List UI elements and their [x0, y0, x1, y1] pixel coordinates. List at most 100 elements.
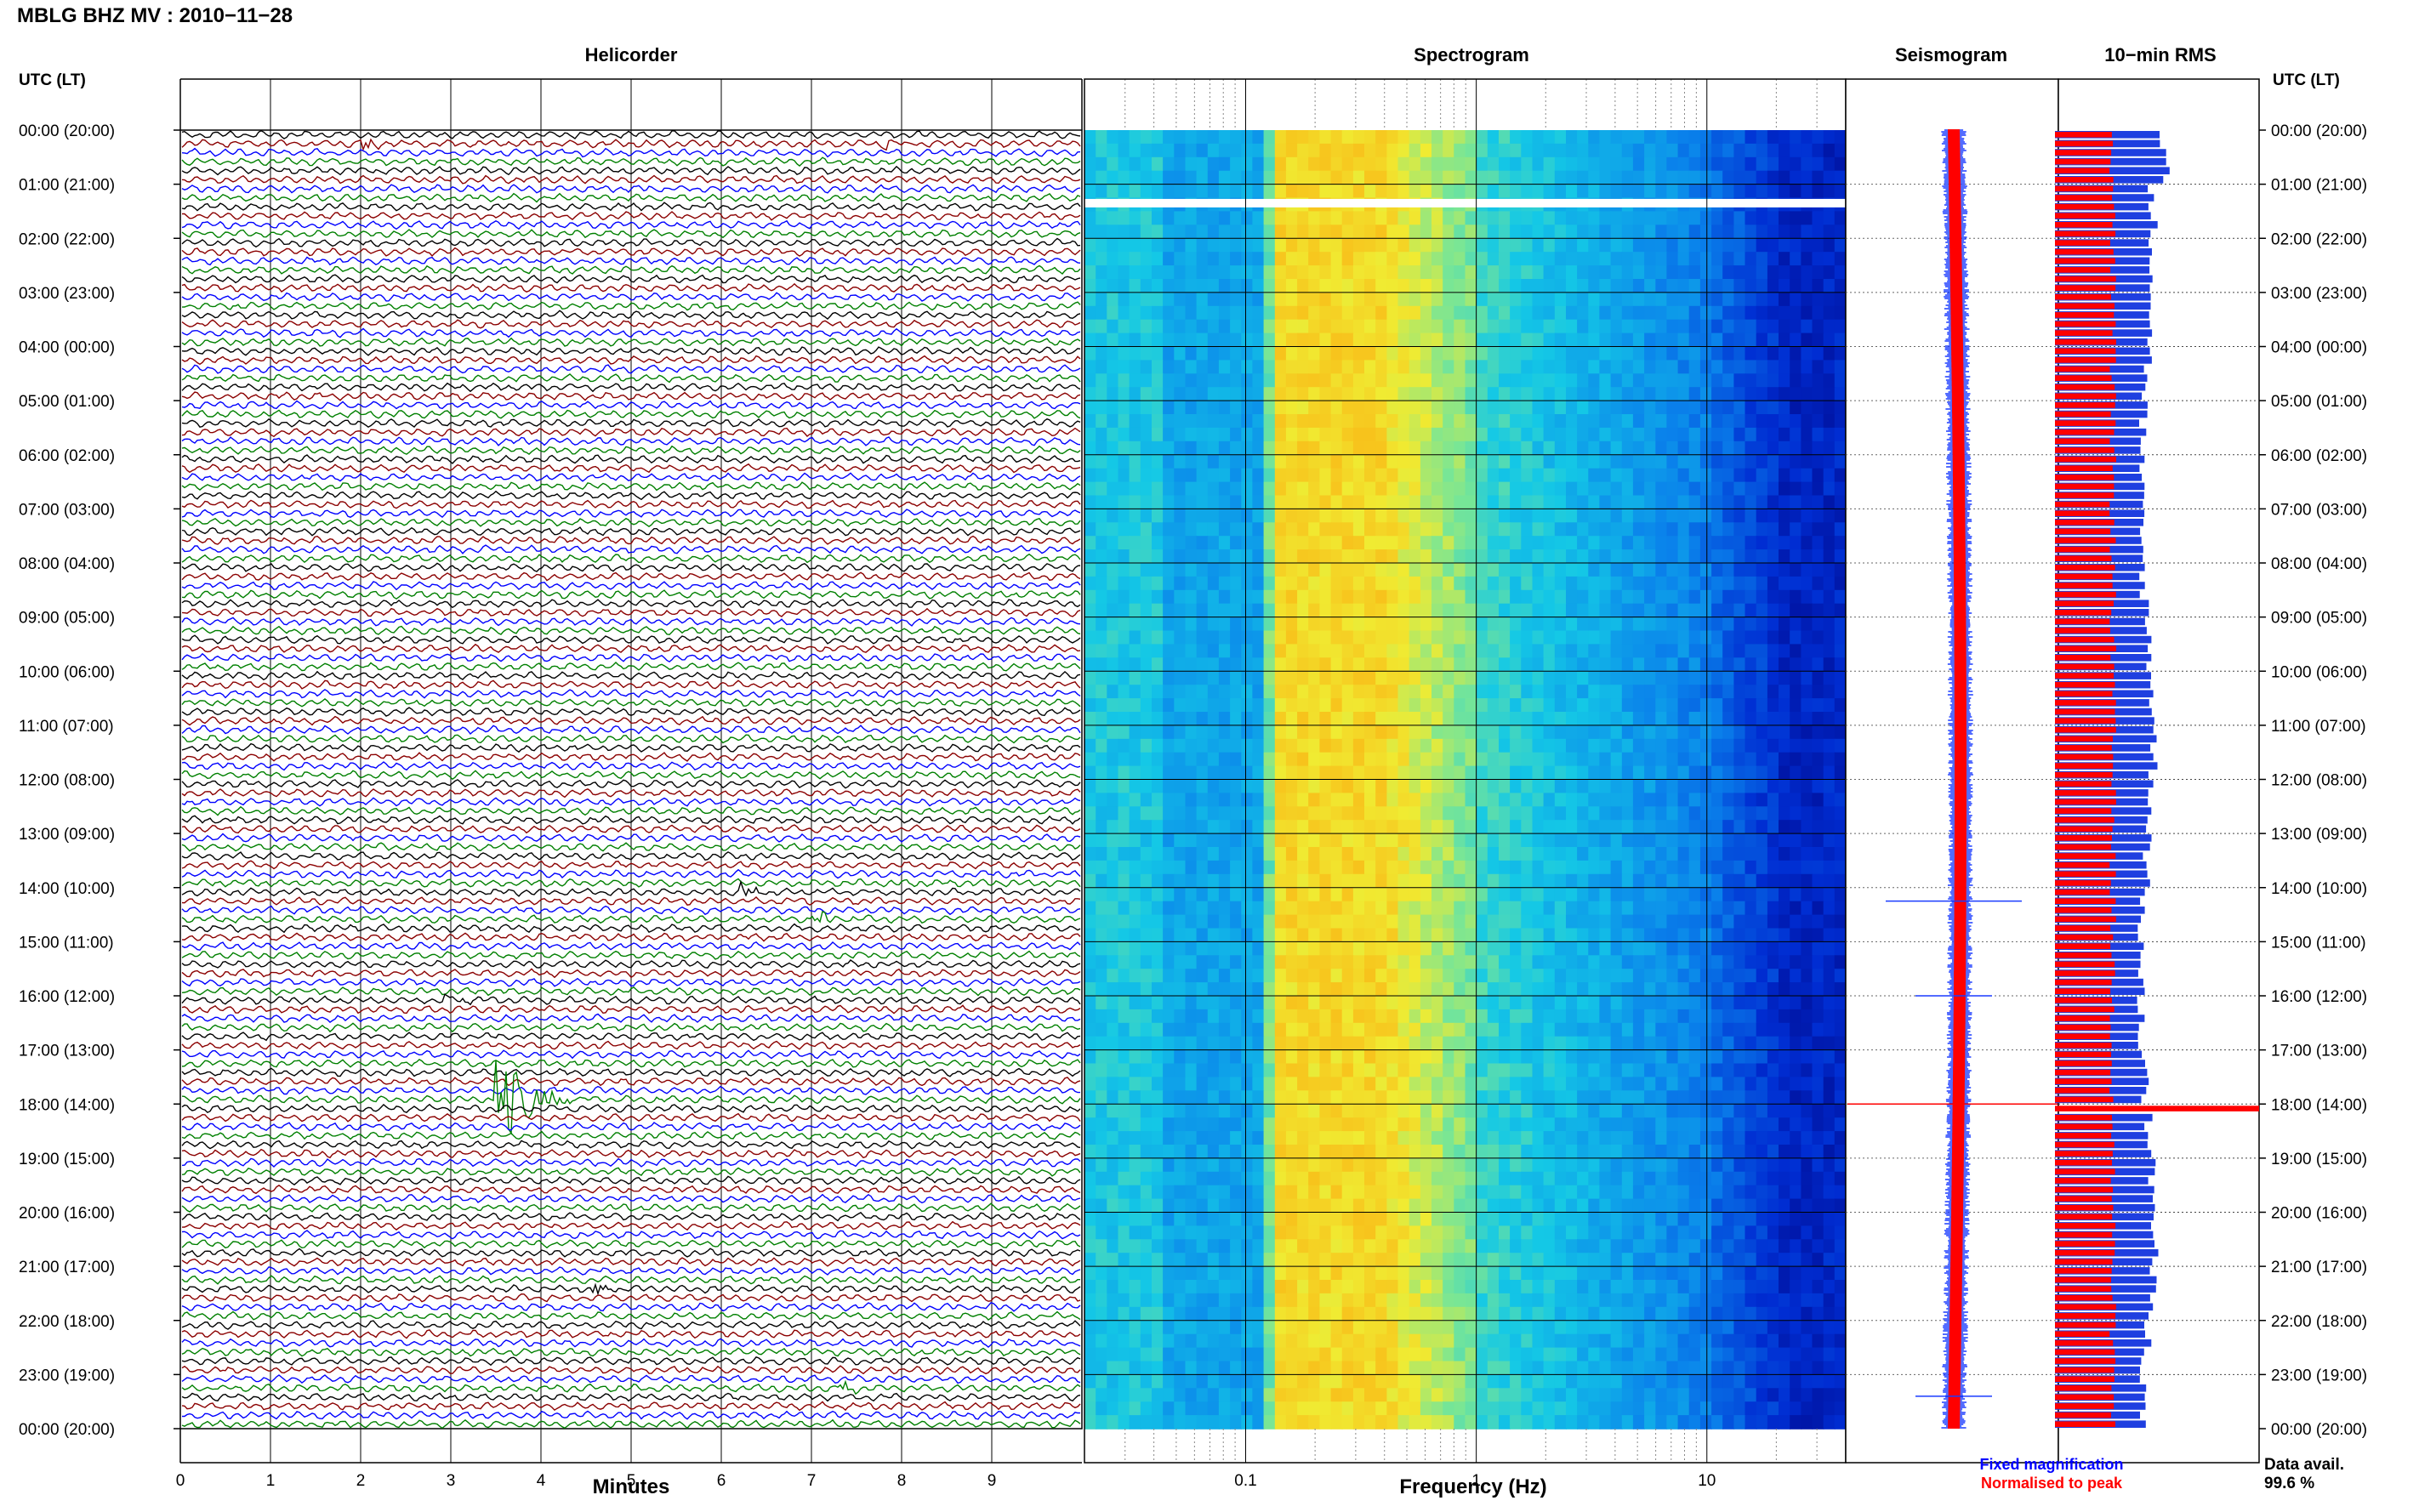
- spectrogram-cell: [1733, 279, 1746, 293]
- spectrogram-cell: [1297, 671, 1310, 685]
- spectrogram-cell: [1823, 955, 1836, 969]
- spectrogram-cell: [1375, 1049, 1388, 1065]
- spectrogram-cell: [1420, 170, 1432, 185]
- spectrogram-cell: [1274, 644, 1287, 659]
- spectrogram-cell: [1510, 752, 1523, 767]
- spectrogram-cell: [1621, 657, 1634, 672]
- spectrogram-cell: [1252, 901, 1265, 916]
- spectrogram-cell: [1756, 671, 1768, 685]
- spectrogram-cell: [1185, 333, 1198, 348]
- spectrogram-cell: [1465, 630, 1477, 645]
- spectrogram-cell: [1577, 1022, 1590, 1037]
- spectrogram-cell: [1722, 1036, 1735, 1051]
- spectrogram-cell: [1733, 820, 1746, 834]
- spectrogram-cell: [1577, 1077, 1590, 1092]
- spectrogram-cell: [1397, 1022, 1410, 1037]
- spectrogram-cell: [1152, 860, 1164, 875]
- spectrogram-cell: [1621, 1063, 1634, 1078]
- spectrogram-cell: [1632, 969, 1645, 983]
- spectrogram-cell: [1588, 130, 1601, 145]
- spectrogram-cell: [1532, 576, 1545, 591]
- spectrogram-cell: [1431, 265, 1443, 280]
- spectrogram-cell: [1554, 522, 1567, 537]
- spectrogram-cell: [1096, 1049, 1108, 1065]
- spectrogram-cell: [1096, 143, 1108, 158]
- spectrogram-cell: [1241, 252, 1254, 266]
- spectrogram-cell: [1230, 847, 1243, 861]
- spectrogram-cell: [1588, 427, 1601, 442]
- spectrogram-cell: [1431, 509, 1443, 524]
- spectrogram-cell: [1790, 238, 1802, 253]
- spectrogram-cell: [1375, 685, 1388, 699]
- spectrogram-cell: [1274, 860, 1287, 875]
- spectrogram-cell: [1341, 427, 1354, 442]
- spectrogram-cell: [1274, 319, 1287, 334]
- spectrogram-cell: [1521, 468, 1534, 483]
- spectrogram-cell: [1096, 1063, 1108, 1078]
- spectrogram-cell: [1330, 292, 1343, 307]
- spectrogram-cell: [1207, 617, 1220, 632]
- spectrogram-cell: [1107, 387, 1119, 401]
- spectrogram-cell: [1319, 225, 1332, 239]
- spectrogram-cell: [1577, 603, 1590, 618]
- spectrogram-cell: [1207, 143, 1220, 158]
- spectrogram-cell: [1285, 319, 1298, 334]
- spectrogram-cell: [1632, 793, 1645, 808]
- spectrogram-cell: [1174, 617, 1187, 632]
- spectrogram-cell: [1779, 887, 1790, 902]
- spectrogram-cell: [1330, 833, 1343, 848]
- spectrogram-cell: [1207, 360, 1220, 375]
- spectrogram-cell: [1588, 265, 1601, 280]
- spectrogram-cell: [1230, 387, 1243, 401]
- spectrogram-cell: [1699, 333, 1712, 348]
- spectrogram-cell: [1330, 752, 1343, 767]
- spectrogram-cell: [1319, 752, 1332, 767]
- spectrogram-cell: [1352, 481, 1365, 497]
- spectrogram-cell: [1330, 143, 1343, 158]
- spectrogram-cell: [1487, 143, 1500, 158]
- spectrogram-cell: [1688, 333, 1701, 348]
- spectrogram-cell: [1431, 873, 1443, 889]
- spectrogram-cell: [1610, 657, 1623, 672]
- spectrogram-cell: [1152, 779, 1164, 794]
- helicorder-trace: [181, 1374, 1081, 1384]
- spectrogram-cell: [1263, 860, 1276, 875]
- spectrogram-cell: [1207, 738, 1220, 753]
- spectrogram-cell: [1499, 738, 1511, 753]
- spectrogram-cell: [1308, 698, 1321, 713]
- spectrogram-cell: [1688, 969, 1701, 983]
- spectrogram-cell: [1129, 333, 1141, 348]
- spectrogram-cell: [1207, 576, 1220, 591]
- spectrogram-cell: [1084, 806, 1096, 821]
- spectrogram-cell: [1364, 982, 1376, 997]
- spectrogram-cell: [1352, 820, 1365, 834]
- spectrogram-cell: [1745, 156, 1757, 172]
- spectrogram-cell: [1163, 847, 1175, 861]
- spectrogram-cell: [1756, 170, 1768, 185]
- spectrogram-cell: [1285, 441, 1298, 456]
- spectrogram-cell: [1722, 346, 1735, 361]
- spectrogram-cell: [1297, 509, 1310, 524]
- spectrogram-cell: [1185, 806, 1198, 821]
- spectrogram-cell: [1532, 427, 1545, 442]
- spectrogram-cell: [1409, 279, 1421, 293]
- spectrogram-cell: [1129, 454, 1141, 469]
- spectrogram-cell: [1263, 536, 1276, 550]
- spectrogram-cell: [1241, 414, 1254, 429]
- spectrogram-cell: [1163, 752, 1175, 767]
- spectrogram-cell: [1532, 806, 1545, 821]
- spectrogram-cell: [1767, 427, 1779, 442]
- spectrogram-cell: [1308, 319, 1321, 334]
- spectrogram-cell: [1566, 657, 1578, 672]
- spectrogram-cell: [1834, 941, 1847, 957]
- spectrogram-cell: [1330, 698, 1343, 713]
- spectrogram-cell: [1677, 536, 1690, 550]
- spectrogram-cell: [1107, 1036, 1119, 1051]
- spectrogram-cell: [1341, 1049, 1354, 1065]
- spectrogram-cell: [1364, 657, 1376, 672]
- helicorder-trace: [181, 418, 1081, 429]
- spectrogram-cell: [1196, 1036, 1209, 1051]
- spectrogram-cell: [1285, 454, 1298, 469]
- spectrogram-cell: [1308, 982, 1321, 997]
- helicorder-trace: [181, 896, 1081, 906]
